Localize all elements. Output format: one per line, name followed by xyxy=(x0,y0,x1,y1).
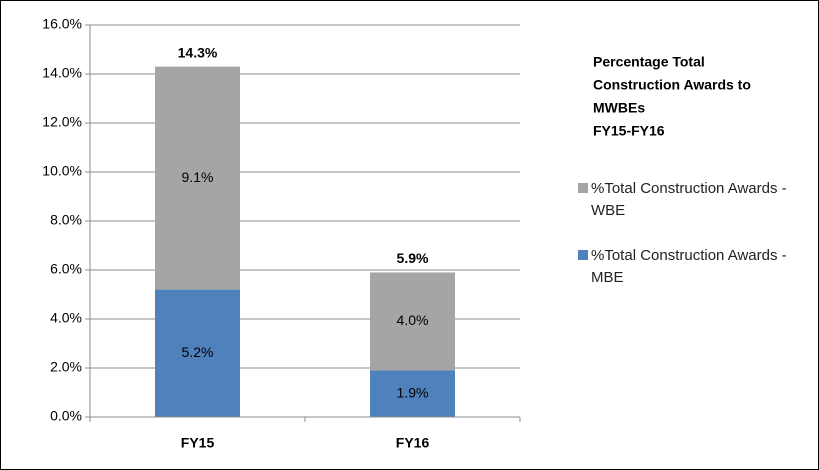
total-label: 14.3% xyxy=(178,44,218,60)
bar-segment xyxy=(155,66,240,290)
chart-title: Construction Awards to xyxy=(593,77,751,93)
bar-segment xyxy=(370,370,455,417)
legend-label: %Total Construction Awards - WBE xyxy=(591,180,787,219)
x-tick-label: FY15 xyxy=(181,435,215,451)
data-label: 9.1% xyxy=(182,169,214,185)
data-label: 5.2% xyxy=(182,344,214,360)
legend-swatch xyxy=(578,250,588,260)
legend-item: %Total Construction Awards - MBE xyxy=(578,245,813,289)
y-tick-label: 0.0% xyxy=(50,408,82,424)
y-tick-label: 12.0% xyxy=(42,114,82,130)
data-label: 4.0% xyxy=(397,312,429,328)
y-tick-label: 6.0% xyxy=(50,261,82,277)
y-tick-label: 14.0% xyxy=(42,65,82,81)
y-tick-label: 8.0% xyxy=(50,212,82,228)
y-tick-label: 10.0% xyxy=(42,163,82,179)
y-tick-label: 2.0% xyxy=(50,359,82,375)
chart-title: MWBEs xyxy=(593,100,645,116)
legend-label: %Total Construction Awards - MBE xyxy=(591,247,787,286)
y-tick-label: 16.0% xyxy=(42,16,82,32)
total-label: 5.9% xyxy=(397,250,429,266)
data-label: 1.9% xyxy=(397,384,429,400)
legend-swatch xyxy=(578,183,588,193)
x-tick-label: FY16 xyxy=(396,435,430,451)
bar-segment xyxy=(370,272,455,371)
legend-item: %Total Construction Awards - WBE xyxy=(578,178,813,222)
y-tick-label: 4.0% xyxy=(50,310,82,326)
chart-title: FY15-FY16 xyxy=(593,123,665,139)
chart-title: Percentage Total xyxy=(593,54,705,70)
bar-segment xyxy=(155,289,240,417)
